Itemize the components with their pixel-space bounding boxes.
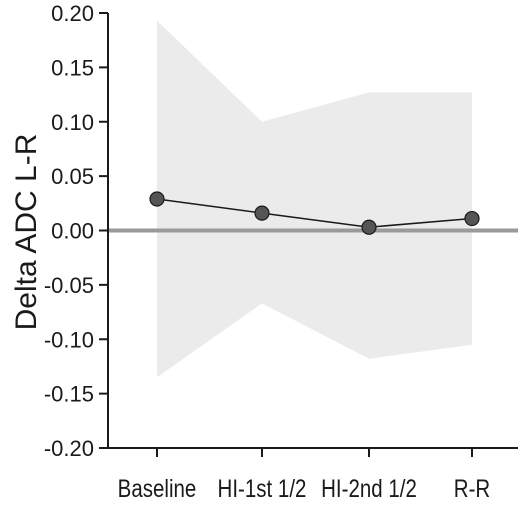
range-band	[157, 20, 472, 378]
y-tick-label: 0.15	[51, 55, 94, 80]
y-tick-label: -0.10	[44, 327, 94, 352]
y-tick-label: 0.05	[51, 164, 94, 189]
y-tick-label: -0.20	[44, 436, 94, 461]
y-tick-label: -0.05	[44, 273, 94, 298]
y-axis-title: Delta ADC L-R	[10, 134, 43, 331]
y-tick-label: 0.20	[51, 1, 94, 26]
data-point	[149, 191, 165, 207]
data-point	[464, 210, 480, 227]
y-tick-label: 0.00	[51, 219, 94, 244]
x-tick-label: R-R	[454, 474, 490, 502]
data-point	[361, 219, 377, 235]
x-tick-label: HI-1st 1/2	[218, 474, 307, 502]
data-point	[254, 205, 270, 221]
y-tick-label: 0.10	[51, 110, 94, 135]
x-tick-label: HI-2nd 1/2	[321, 474, 417, 502]
series-line	[156, 198, 473, 228]
x-tick-label: Baseline	[118, 474, 197, 502]
y-tick-label: -0.15	[44, 382, 94, 407]
